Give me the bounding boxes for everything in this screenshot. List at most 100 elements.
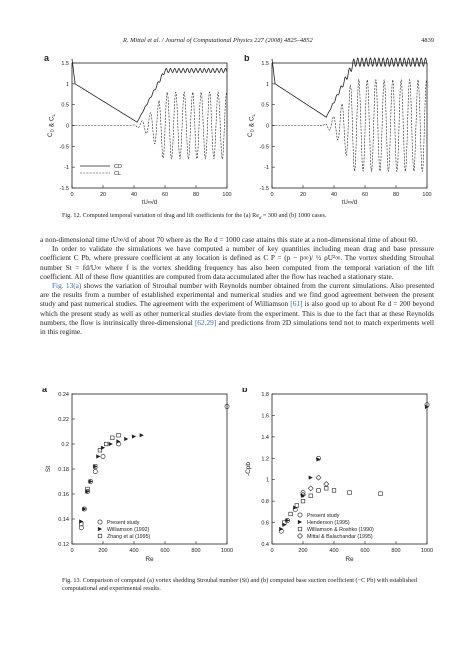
paragraph-2: In order to validate the simulations we … (40, 244, 434, 281)
square-data-point (110, 435, 115, 440)
body-text: a non-dimensional time tU∞/d of about 70… (40, 235, 434, 336)
figure-12a-panel: -1.5 -1 -0.5 0 0.5 1 1.5 0 20 40 60 80 100 tU∞/d a CD &… (44, 55, 232, 206)
square-data-point (300, 499, 306, 504)
legend-marker (297, 512, 303, 518)
circle-data-point (92, 469, 98, 474)
legend-marker (297, 526, 303, 532)
diamond-data-point (307, 485, 314, 492)
panel-label: b (244, 55, 250, 63)
y-tick-label: -1 (264, 165, 269, 171)
ref-61-link[interactable]: [61] (290, 299, 303, 309)
y-tick-label: 1.6 (261, 413, 269, 419)
figure-13a-panel: 0.12 0.14 0.16 0.18 0.2 0.22 0.24 0 200 400 600 800… (42, 388, 233, 563)
triangle-data-point (131, 434, 137, 439)
x-axis-label: tU∞/d (342, 200, 357, 206)
x-tick-label: 200 (98, 548, 107, 554)
paragraph-3: Fig. 13(a) shows the variation of Strouh… (40, 281, 434, 337)
panel-label: b (242, 388, 248, 394)
running-header: R. Mittal et al. / Journal of Computatio… (40, 37, 434, 49)
ref-62-29-link[interactable]: [62,29] (194, 317, 217, 327)
x-tick-label: 40 (331, 192, 337, 198)
square-data-point (93, 464, 98, 469)
x-tick-label: 20 (100, 192, 106, 198)
y-tick-label: 0.8 (261, 499, 269, 505)
y-tick-label: -1 (64, 165, 69, 171)
fig-13a-link[interactable]: Fig. 13(a) (52, 281, 82, 291)
x-tick-label: 600 (360, 548, 369, 554)
square-data-point (347, 490, 352, 495)
x-tick-label: 800 (191, 548, 200, 554)
y-tick-label: 1.4 (261, 435, 269, 441)
y-tick-label: 0.24 (58, 392, 69, 398)
x-axis-label: Re (345, 556, 354, 563)
square-data-point (97, 448, 102, 453)
y-tick-label: 0.4 (261, 542, 269, 548)
x-tick-label: 20 (300, 192, 306, 198)
y-tick-label: 0.5 (261, 103, 269, 109)
legend-label: Present study (107, 520, 140, 526)
CD-series-line (71, 58, 228, 123)
y-tick-label: -0.5 (260, 144, 269, 150)
triangle-data-point (279, 526, 284, 532)
x-tick-label: 0 (270, 548, 273, 554)
x-tick-label: 0 (70, 548, 73, 554)
y-tick-label: 0.12 (58, 542, 69, 548)
y-tick-label: 1 (266, 82, 269, 88)
x-tick-label: 100 (422, 192, 431, 198)
y-tick-label: 0.16 (58, 492, 69, 498)
y-axis-label: St (45, 466, 52, 472)
triangle-data-point (116, 439, 121, 444)
circle-data-point (78, 525, 84, 531)
x-tick-label: 0 (270, 192, 273, 198)
legend-label: Present study (307, 513, 340, 519)
square-data-point (288, 511, 293, 517)
y-tick-label: 1.8 (261, 392, 269, 398)
diamond-data-point (315, 474, 322, 481)
triangle-data-point (108, 441, 113, 447)
CD-series-line (271, 57, 428, 118)
legend-label: Williamson (1992) (107, 527, 150, 533)
legend-marker (297, 533, 303, 539)
y-tick-label: 0.2 (61, 442, 69, 448)
x-tick-label: 600 (160, 548, 169, 554)
square-data-point (85, 486, 90, 492)
legend-label: Zhang et al (1995) (107, 534, 151, 540)
x-tick-label: 200 (298, 548, 307, 554)
y-tick-label: 1 (66, 82, 69, 88)
square-data-point (316, 488, 321, 493)
y-tick-label: 0.22 (58, 417, 69, 423)
x-tick-label: 1000 (221, 548, 233, 554)
square-data-point (116, 433, 121, 438)
page-number: 4839 (421, 37, 434, 44)
diamond-data-point (300, 491, 306, 498)
y-tick-label: 1.2 (261, 456, 269, 462)
legend-marker (97, 526, 103, 532)
y-tick-label: 0 (66, 124, 69, 130)
x-tick-label: 400 (329, 548, 338, 554)
legend-cd-label: CD (114, 164, 122, 170)
x-tick-label: 40 (131, 192, 137, 198)
x-tick-label: 80 (193, 192, 199, 198)
triangle-data-point (293, 505, 298, 510)
diamond-data-point (323, 481, 330, 487)
triangle-data-point (282, 522, 287, 527)
x-tick-label: 0 (70, 192, 73, 198)
figure-12-caption: Fig. 12. Computed temporal variation of … (62, 212, 327, 221)
plot-frame (271, 393, 428, 545)
triangle-data-point (88, 479, 93, 484)
running-title: R. Mittal et al. / Journal of Computatio… (123, 37, 313, 44)
circle-data-point (100, 454, 106, 459)
y-tick-label: -1.5 (60, 186, 69, 192)
triangle-data-point (424, 404, 430, 409)
legend-marker (97, 519, 103, 525)
figure-12b-panel: -1.5 -1 -0.5 0 0.5 1 1.5 0 20 40 60 80 100 tU∞/d b CD &… (244, 55, 432, 206)
y-tick-label: 0 (266, 124, 269, 130)
paragraph-1: a non-dimensional time tU∞/d of about 70… (40, 235, 418, 244)
y-tick-label: 0.18 (58, 467, 69, 473)
triangle-data-point (93, 464, 98, 469)
CL-series-line (72, 91, 227, 160)
legend-marker (297, 519, 303, 525)
triangle-data-point (316, 457, 321, 462)
x-tick-label: 800 (391, 548, 400, 554)
